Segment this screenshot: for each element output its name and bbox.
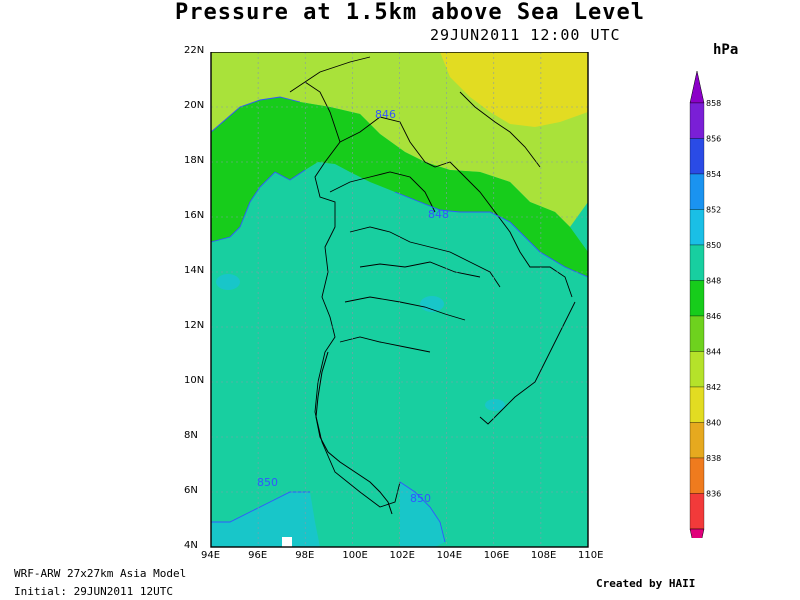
lon-tick-label: 98E <box>295 550 315 561</box>
contour-label: 850 <box>257 476 278 489</box>
colorbar-level-label: 846 <box>706 312 721 321</box>
contour-label: 846 <box>375 108 396 121</box>
colorbar-level-label: 854 <box>706 170 721 179</box>
colorbar-level-label: 852 <box>706 206 721 215</box>
field-852-west-north <box>216 274 240 290</box>
lon-tick-label: 108E <box>530 550 557 561</box>
pressure-map: 846 848 850 850 <box>210 52 589 548</box>
map-frame <box>210 52 589 548</box>
lat-tick-label: 18N <box>184 155 205 166</box>
border-line <box>349 226 501 288</box>
contour-line <box>394 191 589 278</box>
lat-tick-label: 20N <box>184 100 205 111</box>
lat-tick-label: 16N <box>184 210 205 221</box>
border-line <box>289 56 371 93</box>
field-844 <box>440 52 588 127</box>
colorbar-segment <box>689 173 705 210</box>
colorbar-segment <box>689 386 705 423</box>
valid-time: 29JUN2011 12:00 UTC <box>430 26 621 44</box>
lat-tick-label: 10N <box>184 375 205 386</box>
colorbar-level-label: 844 <box>706 348 721 357</box>
chart-title: Pressure at 1.5km above Sea Level <box>174 0 646 25</box>
initial-label: Initial: 29JUN2011 12UTC <box>14 585 173 598</box>
border-line <box>329 171 436 213</box>
border-line <box>359 261 481 278</box>
model-label: WRF-ARW 27x27km Asia Model <box>14 567 187 580</box>
colorbar-segment <box>689 493 705 530</box>
border-line <box>344 296 466 321</box>
border-line <box>339 116 573 298</box>
field-852-south <box>400 482 445 547</box>
lat-tick-label: 6N <box>184 485 198 496</box>
lon-tick-label: 94E <box>201 550 221 561</box>
border-line <box>479 301 576 425</box>
contour-label: 848 <box>428 208 449 221</box>
colorbar-bottom-cap <box>689 528 705 538</box>
lon-tick-label: 106E <box>483 550 510 561</box>
lat-tick-label: 14N <box>184 265 205 276</box>
colorbar-level-label: 858 <box>706 99 721 108</box>
colorbar-level-label: 836 <box>706 490 721 499</box>
credit-label: Created by HAII <box>596 577 696 590</box>
lat-tick-label: 4N <box>184 540 198 551</box>
colorbar-segment <box>689 280 705 317</box>
lat-tick-label: 12N <box>184 320 205 331</box>
lon-tick-label: 96E <box>248 550 268 561</box>
colorbar: 858 856 854 852 850 848 846 844 842 840 838 836 <box>689 70 721 538</box>
coastline <box>315 351 393 515</box>
colorbar-top-cap <box>689 70 705 104</box>
colorbar-level-label: 848 <box>706 277 721 286</box>
lon-tick-label: 104E <box>436 550 463 561</box>
colorbar-level-label: 850 <box>706 241 721 250</box>
lat-tick-label: 22N <box>184 45 205 56</box>
colorbar-segment <box>689 244 705 281</box>
contour-label: 850 <box>410 492 431 505</box>
colorbar-segment <box>689 422 705 459</box>
lon-tick-label: 102E <box>389 550 415 561</box>
field-852-east <box>485 399 505 411</box>
colorbar-segment <box>689 457 705 494</box>
colorbar-unit: hPa <box>713 42 739 58</box>
colorbar-level-label: 856 <box>706 135 721 144</box>
colorbar-segment <box>689 209 705 246</box>
lat-tick-label: 8N <box>184 430 198 441</box>
contour-line <box>399 481 446 543</box>
contour-line <box>210 169 306 243</box>
missing-cell <box>282 537 292 547</box>
colorbar-segment <box>689 138 705 175</box>
field-852-west <box>211 492 320 547</box>
lon-tick-label: 100E <box>342 550 368 561</box>
border-line <box>339 336 431 353</box>
contour-line <box>210 96 301 133</box>
colorbar-level-label: 842 <box>706 383 721 392</box>
colorbar-segment <box>689 351 705 388</box>
contour-line <box>211 491 310 523</box>
border-line <box>304 81 401 508</box>
colorbar-segment <box>689 102 705 139</box>
border-line <box>459 91 541 168</box>
field-852-cambodia <box>420 296 444 312</box>
colorbar-segment <box>689 315 705 352</box>
colorbar-level-label: 838 <box>706 454 721 463</box>
lon-tick-label: 110E <box>578 550 604 561</box>
colorbar-level-label: 840 <box>706 419 721 428</box>
